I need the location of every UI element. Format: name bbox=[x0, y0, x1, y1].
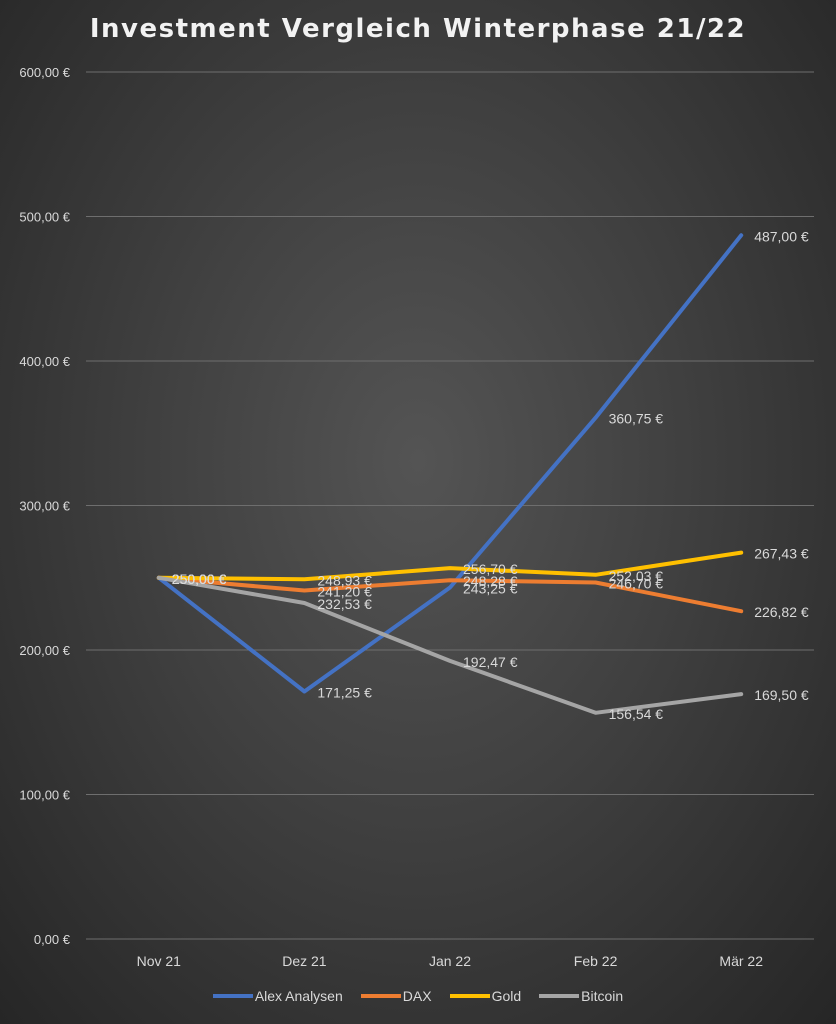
legend-item: Gold bbox=[449, 988, 522, 1004]
data-label-gold: 250,00 € bbox=[172, 571, 227, 587]
legend-swatch bbox=[539, 994, 580, 998]
data-label-bitcoin: 169,50 € bbox=[754, 687, 809, 703]
x-tick-label: Nov 21 bbox=[137, 953, 182, 969]
legend-item: Alex Analysen bbox=[212, 988, 343, 1004]
y-tick-label: 200,00 € bbox=[19, 643, 70, 658]
data-label-alex-analysen: 243,25 € bbox=[463, 581, 518, 597]
data-label-bitcoin: 232,53 € bbox=[317, 596, 372, 612]
legend-item: Bitcoin bbox=[539, 988, 623, 1004]
data-label-gold: 256,70 € bbox=[463, 561, 518, 577]
data-label-gold: 248,93 € bbox=[317, 572, 372, 588]
legend-label: DAX bbox=[402, 988, 432, 1004]
data-label-dax: 248,28 € bbox=[463, 573, 518, 589]
legend-item: DAX bbox=[360, 988, 432, 1004]
x-tick-label: Feb 22 bbox=[574, 953, 618, 969]
legend-swatch bbox=[212, 994, 253, 998]
data-label-alex-analysen: 360,75 € bbox=[609, 411, 664, 427]
data-label-gold: 252,03 € bbox=[609, 568, 664, 584]
series-line-bitcoin bbox=[156, 575, 744, 715]
legend-label: Alex Analysen bbox=[254, 988, 343, 1004]
legend-label: Bitcoin bbox=[581, 988, 624, 1004]
series-line-gold bbox=[156, 550, 744, 582]
x-tick-label: Jan 22 bbox=[429, 953, 471, 969]
data-label-alex-analysen: 250,00 € bbox=[172, 571, 227, 587]
series-line-alex-analysen bbox=[156, 233, 744, 694]
data-label-gold: 267,43 € bbox=[754, 546, 809, 562]
legend-label: Gold bbox=[491, 988, 522, 1004]
legend: Alex Analysen DAX Gold Bitcoin bbox=[0, 988, 836, 1004]
x-tick-label: Dez 21 bbox=[282, 953, 327, 969]
y-tick-label: 500,00 € bbox=[19, 210, 70, 225]
data-label-alex-analysen: 487,00 € bbox=[754, 228, 809, 244]
y-tick-label: 300,00 € bbox=[19, 499, 70, 514]
data-label-bitcoin: 156,54 € bbox=[609, 706, 664, 722]
data-label-alex-analysen: 171,25 € bbox=[317, 685, 372, 701]
data-label-bitcoin: 250,00 € bbox=[172, 571, 227, 587]
legend-swatch bbox=[360, 994, 401, 998]
data-label-dax: 226,82 € bbox=[754, 604, 809, 620]
y-tick-label: 100,00 € bbox=[19, 788, 70, 803]
data-label-dax: 250,00 € bbox=[172, 571, 227, 587]
series-line-dax bbox=[156, 575, 744, 614]
chart-title: Investment Vergleich Winterphase 21/22 bbox=[89, 14, 747, 44]
legend-swatch bbox=[449, 994, 490, 998]
data-label-dax: 241,20 € bbox=[317, 583, 372, 599]
y-tick-label: 600,00 € bbox=[19, 65, 70, 80]
data-label-bitcoin: 192,47 € bbox=[463, 654, 518, 670]
x-tick-label: Mär 22 bbox=[719, 953, 763, 969]
data-label-dax: 246,70 € bbox=[609, 576, 664, 592]
y-tick-label: 0,00 € bbox=[34, 932, 71, 947]
y-tick-label: 400,00 € bbox=[19, 354, 70, 369]
